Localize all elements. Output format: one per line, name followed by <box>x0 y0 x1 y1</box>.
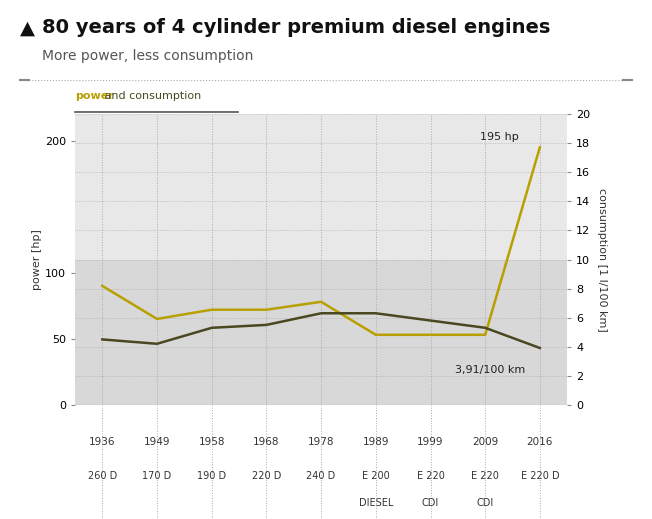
Text: 240 D: 240 D <box>306 471 336 481</box>
Bar <box>75 289 567 318</box>
Text: 1949: 1949 <box>144 437 170 447</box>
Text: E 220 D: E 220 D <box>520 471 559 481</box>
Y-axis label: consumption [1 l/100 km]: consumption [1 l/100 km] <box>597 188 607 331</box>
Text: E 220: E 220 <box>471 471 499 481</box>
Y-axis label: power [hp]: power [hp] <box>32 229 42 290</box>
Text: 260 D: 260 D <box>88 471 117 481</box>
Text: 190 D: 190 D <box>197 471 226 481</box>
Text: 80 years of 4 cylinder premium diesel engines: 80 years of 4 cylinder premium diesel en… <box>42 18 551 37</box>
Text: More power, less consumption: More power, less consumption <box>42 49 254 63</box>
Text: power: power <box>75 91 113 101</box>
Text: 2009: 2009 <box>472 437 498 447</box>
Text: E 220: E 220 <box>417 471 445 481</box>
Text: 1978: 1978 <box>308 437 334 447</box>
Text: 170 D: 170 D <box>142 471 171 481</box>
Text: E 200: E 200 <box>362 471 390 481</box>
Text: and consumption: and consumption <box>101 91 201 101</box>
Text: 1989: 1989 <box>363 437 389 447</box>
Text: 3,91/100 km: 3,91/100 km <box>455 365 526 375</box>
Text: 1958: 1958 <box>198 437 225 447</box>
Bar <box>75 376 567 405</box>
Text: 1936: 1936 <box>89 437 115 447</box>
Text: CDI: CDI <box>422 498 439 509</box>
Text: 2016: 2016 <box>527 437 553 447</box>
Text: 195 hp: 195 hp <box>480 132 518 142</box>
Bar <box>75 347 567 376</box>
Text: ▲: ▲ <box>20 18 35 37</box>
Text: CDI: CDI <box>477 498 494 509</box>
Text: 220 D: 220 D <box>252 471 281 481</box>
Text: 1999: 1999 <box>417 437 444 447</box>
Text: DIESEL: DIESEL <box>359 498 393 509</box>
Text: 1968: 1968 <box>253 437 280 447</box>
Bar <box>75 260 567 289</box>
Bar <box>75 318 567 347</box>
